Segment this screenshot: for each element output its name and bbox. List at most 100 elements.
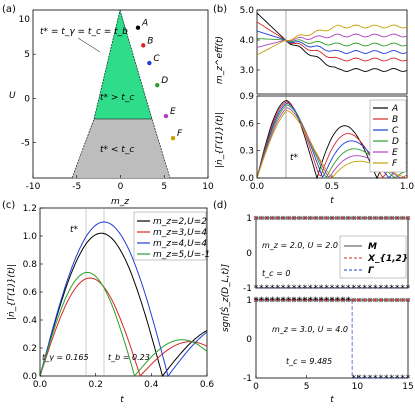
panel-label-a: (a): [2, 4, 16, 15]
ytick-label-c: 0.8: [23, 260, 38, 270]
panel-label-b: (b): [213, 4, 227, 15]
ylabel-c: |ṅ_{Γ(1)}(t)|: [7, 264, 17, 320]
marker-d-top-G: *: [254, 284, 259, 294]
marker-d-top-G: *: [270, 284, 275, 294]
marker-d-bottom-G: *: [275, 296, 280, 306]
marker-d-bottom-X: [401, 298, 404, 302]
marker-d-bottom-X: [271, 298, 274, 302]
marker-d-bottom-G: *: [330, 296, 335, 306]
xlabel-d: t: [330, 395, 334, 405]
annotation-b: t*: [290, 153, 299, 163]
marker-d-bottom-M: [329, 297, 335, 303]
marker-d-bottom-M: [286, 297, 291, 303]
legend-b-box: [369, 99, 407, 173]
series-b-bottom-B: [256, 101, 408, 179]
marker-d-bottom-G: *: [303, 296, 308, 306]
ytick-label-b-top: 3.0: [240, 66, 255, 76]
marker-d-bottom-G: *: [281, 296, 286, 306]
marker-d-bottom-X: [319, 298, 323, 302]
annotation-a: t* = t_γ = t_c = t_b: [40, 27, 128, 37]
marker-d-bottom-G: *: [357, 374, 362, 384]
marker-d-top-G: *: [389, 284, 394, 294]
ytick-label-a: 5: [24, 50, 30, 60]
legend-d-label-2: Γ: [368, 266, 375, 276]
marker-d-bottom-G: *: [335, 296, 340, 306]
xtick-label-a: -10: [26, 182, 41, 192]
marker-d-bottom-G: *: [324, 296, 329, 306]
annotation-t-gamma: t_γ = 0.165: [42, 353, 89, 362]
marker-d-bottom-M: [357, 297, 362, 303]
marker-d-bottom-X: [390, 298, 393, 302]
marker-d-bottom-M: [400, 297, 405, 303]
marker-d-top-G: *: [313, 284, 318, 294]
annotation-a-arrow: [77, 37, 101, 53]
marker-d-bottom-G: *: [373, 374, 378, 384]
ylabel-b-bottom: |ṅ_{Γ(1)}(t)|: [215, 112, 225, 168]
panel-a: ABC D E F t* > t_c t* < t_c t* = t_γ = t_c …: [9, 9, 214, 207]
region-label-green: t* > t_c: [100, 93, 134, 103]
panel-d-bottom-frame: [255, 299, 409, 379]
marker-d-bottom-M: [405, 297, 411, 303]
marker-d-bottom-X: [281, 298, 285, 302]
marker-d-bottom-X: [368, 298, 372, 302]
marker-d-bottom-X: [325, 298, 328, 302]
marker-d-bottom-G: *: [254, 296, 259, 306]
marker-d-bottom-G: *: [259, 296, 264, 306]
xtick-label-a: -5: [72, 182, 81, 192]
marker-d-bottom-G: *: [341, 296, 346, 306]
xtick-label-d: 10: [352, 382, 364, 392]
xtick-label-c: 0.4: [144, 380, 159, 390]
marker-d-bottom-G: *: [297, 296, 302, 306]
marker-d-top-G: *: [373, 284, 378, 294]
series-b-top-D: [256, 38, 408, 47]
annotation-d-2: t_c = 0: [262, 269, 290, 278]
annotation-d-4: t_c = 9.485: [286, 357, 332, 366]
marker-d-bottom-M: [270, 297, 275, 303]
marker-d-top-G: *: [341, 284, 346, 294]
ylabel-d: sgn[Ṡ_z(D_L,t)]: [220, 264, 231, 332]
xtick-label-a: 0: [118, 182, 124, 192]
marker-d-bottom-X: [347, 298, 350, 302]
legend-d-label-1: X_{1,2}: [367, 254, 408, 264]
marker-d-bottom-G: *: [362, 374, 367, 384]
marker-d-top-G: *: [357, 284, 362, 294]
point-C: [147, 60, 152, 66]
marker-d-top-G: *: [395, 284, 400, 294]
marker-d-top-G: *: [335, 284, 340, 294]
marker-d-bottom-G: *: [308, 296, 313, 306]
marker-d-bottom-X: [357, 298, 361, 302]
marker-d-bottom-M: [395, 297, 400, 303]
ytick-label-a-top: 10: [19, 15, 31, 25]
panel-c: m_z=2,U=2m_z=3,U=4m_z=4,U=4m_z=5,U=-1 0.…: [7, 204, 214, 405]
legend-b-label-C: C: [392, 126, 399, 136]
xtick-label-b: 1.0: [400, 182, 415, 192]
ytick-label-b-top: 4.0: [240, 36, 255, 46]
marker-d-bottom-X: [395, 298, 399, 302]
legend-c-label-1: m_z=3,U=4: [153, 228, 207, 238]
ytick-label-d-top: 1: [246, 214, 252, 224]
marker-d-top-G: *: [324, 284, 329, 294]
xtick-label-d: 15: [402, 382, 413, 392]
region-label-gray: t* < t_c: [100, 145, 134, 155]
marker-d-bottom-X: [379, 298, 383, 302]
marker-d-bottom-G: *: [395, 374, 400, 384]
ytick-label-c: 1.0: [23, 232, 38, 242]
series-b-top-E: [256, 33, 408, 48]
marker-d-bottom-M: [302, 297, 307, 303]
xlabel-a: m_z: [111, 197, 129, 207]
marker-d-bottom-M: [275, 297, 280, 303]
series-c-2: [39, 221, 208, 378]
marker-d-top-G: *: [379, 284, 384, 294]
point-A: [135, 25, 141, 30]
annotation-d-1: m_z = 2.0, U = 2.0: [262, 241, 338, 250]
marker-d-bottom-M: [367, 297, 373, 303]
ytick-label-c: 1.2: [23, 204, 37, 214]
marker-d-top-G: *: [265, 284, 270, 294]
legend-c-label-2: m_z=4,U=4: [153, 239, 207, 249]
legend-b-label-F: F: [392, 159, 398, 169]
marker-d-top-G: *: [400, 284, 405, 294]
xtick-label-b: 0.5: [325, 182, 339, 192]
marker-d-bottom-M: [253, 297, 259, 303]
boundary-right: [119, 9, 171, 179]
